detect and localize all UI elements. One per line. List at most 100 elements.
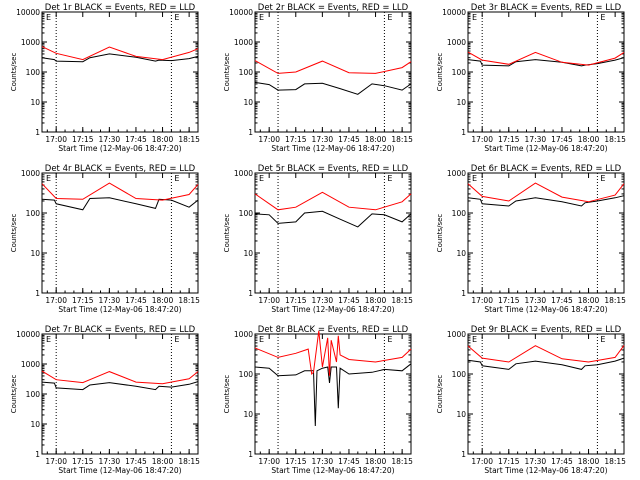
chart-title: Det 1r BLACK = Events, RED = LLD xyxy=(45,3,196,13)
series-line-events xyxy=(467,57,625,67)
x-tick-label: 18:15 xyxy=(391,457,413,466)
series-line-lld xyxy=(254,330,412,376)
chart-panel-4: Det 4r BLACK = Events, RED = LLD 1 10 100 10… xyxy=(10,164,200,314)
x-axis-label: Start Time (12-May-06 18:47:20) xyxy=(271,144,394,153)
chart-panel-6: Det 6r BLACK = Events, RED = LLD 1 10 100 10… xyxy=(436,164,626,314)
x-tick-label: 18:00 xyxy=(365,457,387,466)
x-tick-label: 18:15 xyxy=(604,296,626,305)
edge-label: E xyxy=(174,335,179,344)
y-tick-label: 1000 xyxy=(21,360,40,369)
y-tick-label: 1000 xyxy=(447,330,466,339)
series-line-events xyxy=(41,53,199,63)
x-tick-label: 17:45 xyxy=(338,135,360,144)
x-tick-label: 17:15 xyxy=(498,296,520,305)
edge-label: E xyxy=(387,13,392,22)
x-tick-label: 17:45 xyxy=(338,296,360,305)
x-tick-label: 17:15 xyxy=(285,135,307,144)
x-tick-label: 18:15 xyxy=(178,296,200,305)
y-tick-label: 1000 xyxy=(21,38,40,47)
chart-panel-7: Det 7r BLACK = Events, RED = LLD 1 10 100 10… xyxy=(10,325,200,475)
y-tick-label: 10000 xyxy=(442,8,466,17)
y-axis-label: Counts/sec xyxy=(10,53,18,92)
x-tick-label: 18:00 xyxy=(365,135,387,144)
x-tick-label: 17:00 xyxy=(471,457,493,466)
chart-title: Det 6r BLACK = Events, RED = LLD xyxy=(471,164,622,174)
x-axis-label: Start Time (12-May-06 18:47:20) xyxy=(58,466,181,475)
y-tick-label: 1 xyxy=(248,289,253,298)
series-line-lld xyxy=(41,46,199,61)
plot-frame xyxy=(467,172,625,294)
y-tick-label: 1 xyxy=(461,289,466,298)
y-tick-label: 10 xyxy=(243,249,253,258)
x-axis-label: Start Time (12-May-06 18:47:20) xyxy=(271,305,394,314)
y-tick-label: 1000 xyxy=(447,169,466,178)
y-tick-label: 1 xyxy=(248,450,253,459)
x-axis-label: Start Time (12-May-06 18:47:20) xyxy=(484,305,607,314)
x-tick-label: 17:45 xyxy=(551,296,573,305)
chart-panel-9: Det 9r BLACK = Events, RED = LLD 1 10 100 10… xyxy=(436,325,626,475)
series-line-lld xyxy=(254,191,412,211)
series-line-events xyxy=(41,197,199,211)
series-line-events xyxy=(254,363,412,427)
x-tick-label: 17:30 xyxy=(525,296,547,305)
x-tick-label: 18:15 xyxy=(178,457,200,466)
x-axis-label: Start Time (12-May-06 18:47:20) xyxy=(484,144,607,153)
x-tick-label: 18:00 xyxy=(365,296,387,305)
x-tick-label: 17:30 xyxy=(99,296,121,305)
plot-frame xyxy=(254,172,412,294)
chart-panel-3: Det 3r BLACK = Events, RED = LLD 1 10 100 10… xyxy=(436,3,626,153)
y-tick-label: 10 xyxy=(243,98,253,107)
chart-title: Det 2r BLACK = Events, RED = LLD xyxy=(258,3,409,13)
edge-label: E xyxy=(600,335,605,344)
x-tick-label: 17:45 xyxy=(551,135,573,144)
edge-label: E xyxy=(472,13,477,22)
edge-label: E xyxy=(387,335,392,344)
plot-frame xyxy=(41,11,199,133)
y-tick-label: 10000 xyxy=(16,8,40,17)
y-tick-label: 10 xyxy=(456,249,466,258)
series-line-lld xyxy=(467,345,625,363)
y-tick-label: 100 xyxy=(239,370,254,379)
x-tick-label: 18:15 xyxy=(604,135,626,144)
y-axis-label: Counts/sec xyxy=(223,53,231,92)
y-axis-label: Counts/sec xyxy=(10,214,18,253)
y-tick-label: 1 xyxy=(35,289,40,298)
chart-panel-5: Det 5r BLACK = Events, RED = LLD 1 10 100 10… xyxy=(223,164,413,314)
edge-label: E xyxy=(259,335,264,344)
y-tick-label: 1 xyxy=(248,128,253,137)
y-tick-label: 10 xyxy=(30,249,40,258)
edge-label: E xyxy=(600,13,605,22)
y-tick-label: 1000 xyxy=(447,38,466,47)
x-tick-label: 17:00 xyxy=(45,457,67,466)
y-tick-label: 100 xyxy=(452,68,467,77)
series-line-lld xyxy=(254,60,412,74)
series-line-lld xyxy=(467,51,625,66)
x-tick-label: 17:15 xyxy=(498,135,520,144)
x-tick-label: 17:15 xyxy=(72,135,94,144)
y-tick-label: 1000 xyxy=(234,38,253,47)
y-tick-label: 10 xyxy=(243,410,253,419)
y-axis-label: Counts/sec xyxy=(223,214,231,253)
x-tick-label: 17:30 xyxy=(525,135,547,144)
x-tick-label: 17:00 xyxy=(258,135,280,144)
edge-label: E xyxy=(46,174,51,183)
x-tick-label: 18:15 xyxy=(391,296,413,305)
x-tick-label: 18:00 xyxy=(578,296,600,305)
plot-frame xyxy=(41,333,199,455)
plot-frame xyxy=(41,172,199,294)
series-line-events xyxy=(467,357,625,370)
series-line-events xyxy=(254,81,412,95)
x-tick-label: 18:15 xyxy=(391,135,413,144)
x-tick-label: 17:45 xyxy=(125,296,147,305)
chart-title: Det 7r BLACK = Events, RED = LLD xyxy=(45,325,196,335)
x-tick-label: 17:15 xyxy=(285,457,307,466)
x-tick-label: 18:15 xyxy=(178,135,200,144)
x-tick-label: 17:00 xyxy=(258,296,280,305)
y-tick-label: 1 xyxy=(461,128,466,137)
edge-label: E xyxy=(600,174,605,183)
x-tick-label: 17:00 xyxy=(471,296,493,305)
y-tick-label: 10 xyxy=(30,420,40,429)
x-tick-label: 18:15 xyxy=(604,457,626,466)
series-line-lld xyxy=(41,370,199,385)
y-tick-label: 100 xyxy=(26,68,41,77)
